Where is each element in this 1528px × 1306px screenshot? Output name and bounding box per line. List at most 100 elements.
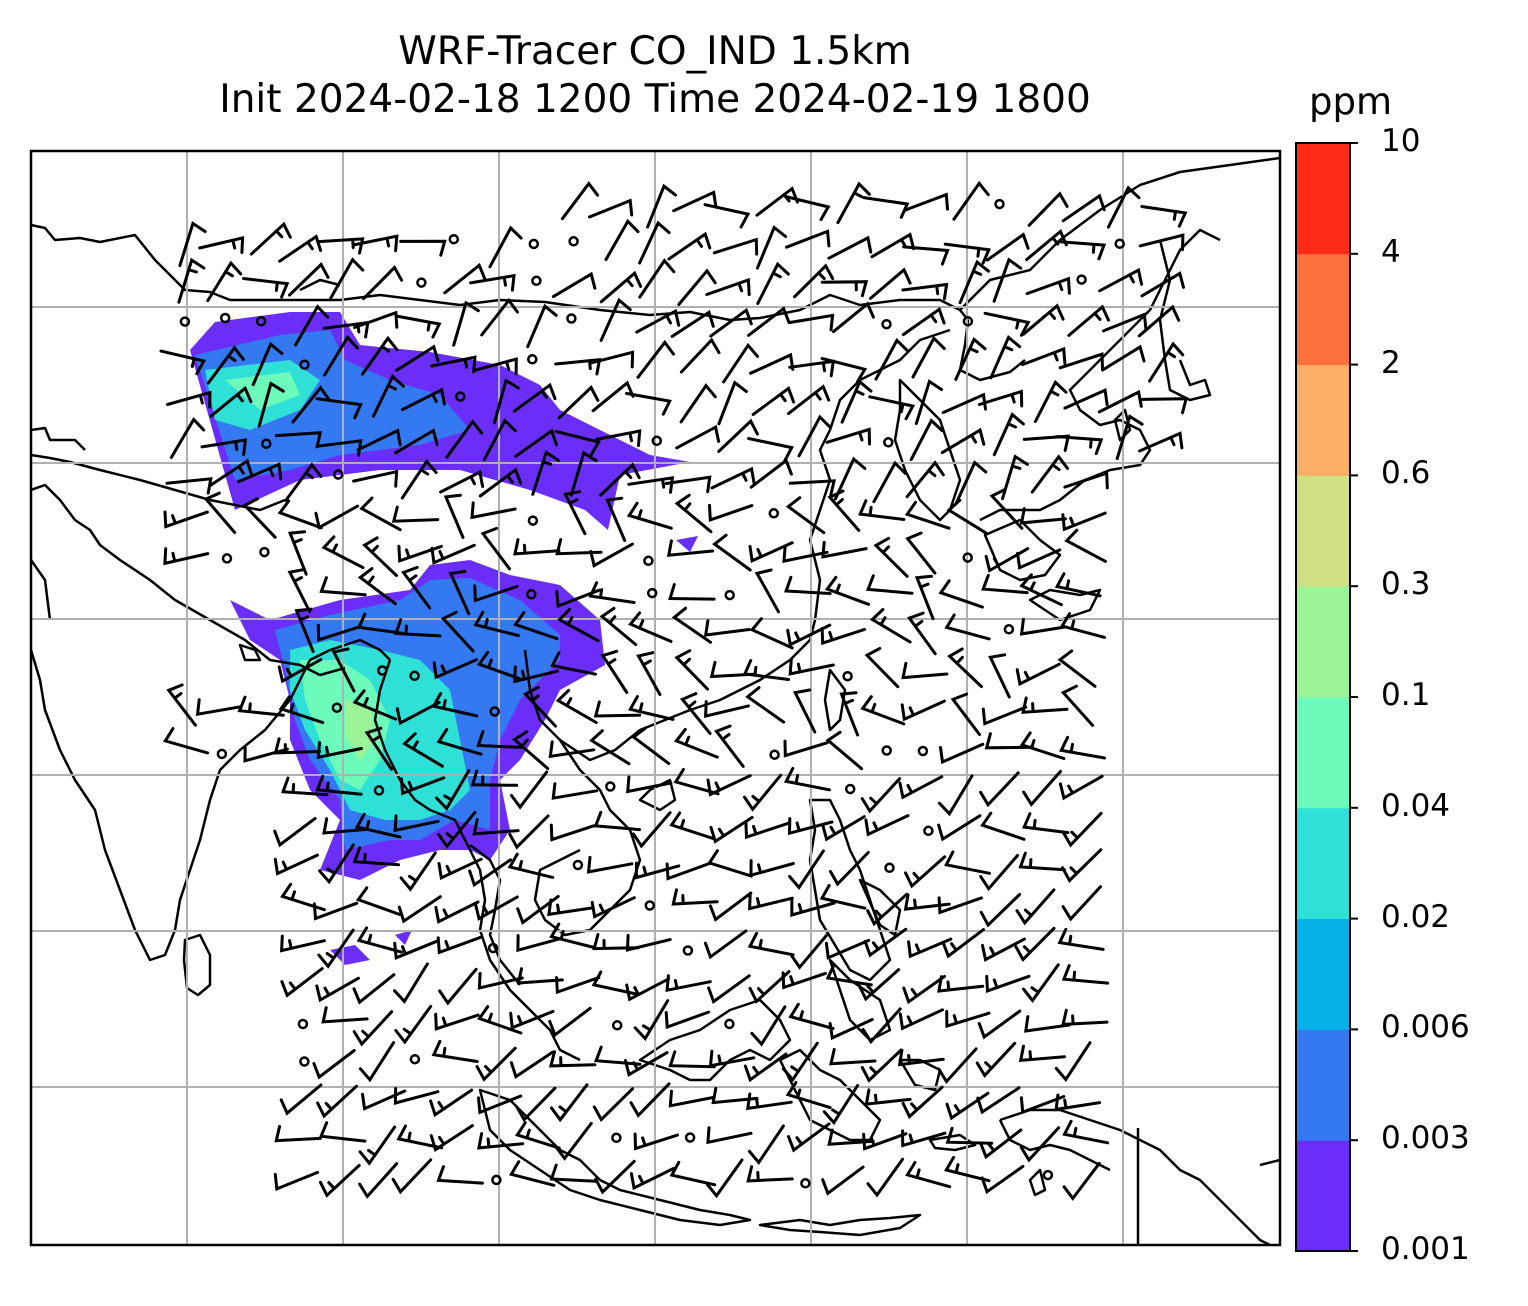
- wind-barb: [1061, 848, 1103, 883]
- wind-barb: [797, 414, 832, 458]
- calm-wind-circle: [643, 555, 654, 567]
- wind-barb: [897, 1048, 945, 1067]
- wind-barb: [287, 530, 308, 576]
- wind-barb: [594, 1159, 636, 1195]
- wind-barb: [294, 304, 330, 347]
- wind-barb: [356, 428, 402, 452]
- wind-barb: [863, 927, 908, 958]
- wind-barb: [593, 700, 642, 718]
- colorbar-tick-label: 2: [1381, 344, 1401, 381]
- wind-barb: [1061, 811, 1103, 848]
- wind-barb: [820, 627, 866, 646]
- wind-barb: [983, 311, 1031, 337]
- wind-barb: [592, 933, 640, 951]
- wind-barb: [394, 428, 439, 455]
- wind-barb: [1025, 228, 1068, 262]
- wind-barb: [206, 260, 243, 303]
- calm-wind-circle: [682, 945, 694, 956]
- wind-barb: [177, 257, 206, 304]
- colorbar-tick-label: 0.6: [1381, 455, 1431, 492]
- wind-barb: [393, 618, 442, 638]
- wind-barb: [273, 737, 321, 755]
- wind-barb: [353, 310, 399, 329]
- wind-barb: [278, 234, 323, 263]
- wind-barb: [985, 232, 1030, 262]
- wind-barb: [828, 1018, 874, 1041]
- wind-barb: [666, 539, 715, 557]
- calm-wind-circle: [684, 1132, 696, 1143]
- wind-barb: [907, 937, 953, 959]
- wind-barb: [707, 974, 751, 1004]
- wind-barb: [985, 974, 1031, 993]
- wind-barb: [785, 229, 831, 249]
- calm-wind-circle: [216, 748, 228, 760]
- wind-barb: [1061, 511, 1107, 532]
- wind-barb: [1138, 431, 1184, 453]
- colorbar-segment: [1296, 697, 1350, 809]
- wind-barb: [1016, 548, 1062, 570]
- wind-barb: [1018, 1044, 1066, 1063]
- calm-wind-circle: [259, 546, 270, 558]
- wind-barb: [981, 573, 1029, 595]
- wind-barb: [984, 732, 1033, 750]
- wind-barb: [555, 976, 601, 995]
- wind-barb: [743, 773, 783, 812]
- wind-barb: [938, 579, 984, 609]
- wind-barb: [787, 313, 835, 332]
- wind-barb: [315, 397, 363, 420]
- wind-barb: [516, 967, 564, 985]
- wind-barb: [397, 544, 443, 563]
- map-area: [31, 151, 1280, 1245]
- wind-barb: [356, 926, 403, 954]
- calm-wind-circle: [611, 1020, 623, 1031]
- wind-barb: [429, 1088, 474, 1118]
- wind-barb: [861, 1007, 902, 1045]
- wind-barb: [858, 499, 906, 521]
- wind-barb: [1015, 888, 1056, 926]
- wind-barb: [592, 1087, 635, 1123]
- wind-barb: [629, 1167, 675, 1191]
- calm-wind-circle: [724, 1018, 735, 1030]
- wind-barb: [706, 1126, 753, 1145]
- wind-barb: [430, 543, 476, 565]
- wind-barb: [243, 744, 289, 763]
- wind-barb: [625, 933, 672, 952]
- wind-barb: [862, 1132, 908, 1151]
- wind-barb: [821, 540, 868, 559]
- wind-barb: [400, 458, 438, 500]
- wind-barb: [905, 460, 945, 499]
- wind-barb: [1058, 240, 1107, 261]
- wind-barb: [669, 811, 715, 841]
- wind-barb: [356, 612, 405, 635]
- wind-barb: [860, 777, 902, 814]
- wind-barb: [749, 352, 795, 375]
- wind-barb: [358, 1162, 399, 1199]
- wind-barb: [829, 1048, 877, 1066]
- wind-barb: [393, 1087, 440, 1105]
- wind-barb: [321, 535, 365, 570]
- wind-barb: [626, 775, 673, 794]
- wind-barb: [591, 970, 639, 996]
- wind-barb: [862, 196, 910, 219]
- calm-wind-circle: [611, 1132, 622, 1144]
- colorbar-tick-label: 4: [1381, 233, 1401, 270]
- wind-barb: [361, 1089, 407, 1111]
- wind-barb: [588, 350, 635, 369]
- wind-barb: [1140, 205, 1188, 228]
- wind-barb: [792, 688, 817, 734]
- wind-barb: [563, 490, 587, 536]
- wind-barb: [469, 273, 516, 292]
- wind-barb: [703, 619, 751, 637]
- wind-barb: [944, 1155, 991, 1183]
- wind-barb: [1058, 774, 1104, 801]
- calm-wind-circle: [651, 435, 663, 447]
- wind-barb: [394, 1004, 433, 1045]
- wind-barb: [526, 303, 558, 349]
- wind-barb: [159, 349, 207, 376]
- wind-barb: [703, 203, 751, 229]
- calm-wind-circle: [881, 745, 892, 756]
- wind-barb: [940, 427, 986, 455]
- wind-barb: [709, 660, 758, 679]
- wind-barb: [352, 1010, 394, 1047]
